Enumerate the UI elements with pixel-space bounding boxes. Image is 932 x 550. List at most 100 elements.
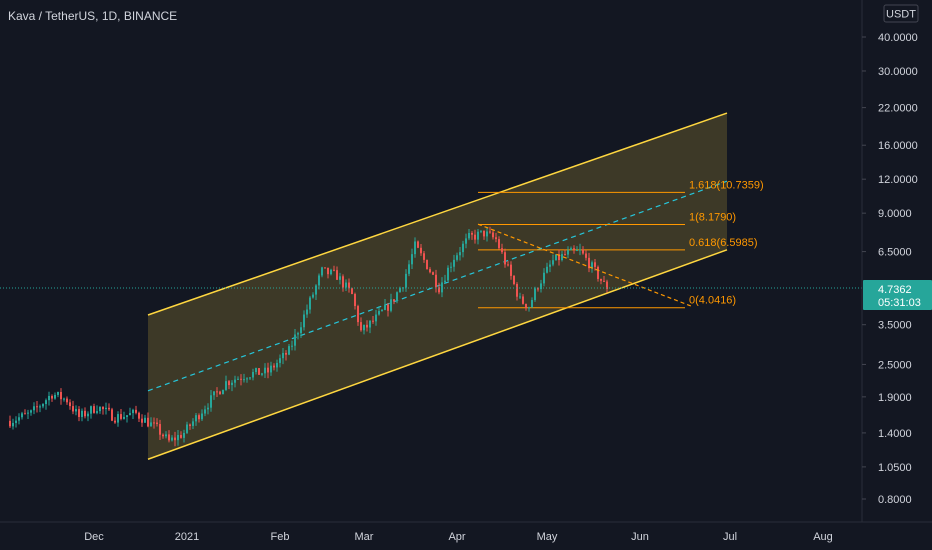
candle-body bbox=[459, 252, 461, 256]
candle-body bbox=[474, 234, 476, 240]
candle-body bbox=[381, 309, 383, 312]
y-tick-label: 2.5000 bbox=[878, 359, 912, 371]
x-tick-label: Mar bbox=[355, 531, 374, 543]
candle-body bbox=[15, 420, 17, 423]
candle-body bbox=[468, 232, 470, 239]
y-tick-label: 6.5000 bbox=[878, 247, 912, 259]
candle-body bbox=[507, 264, 509, 266]
candle-body bbox=[126, 415, 128, 417]
candle-body bbox=[531, 300, 533, 308]
candle-body bbox=[399, 287, 401, 293]
candle-body bbox=[546, 266, 548, 273]
candle-body bbox=[564, 254, 566, 256]
candle-body bbox=[273, 365, 275, 368]
candle-body bbox=[540, 283, 542, 290]
candle-body bbox=[123, 416, 125, 419]
candle-body bbox=[225, 381, 227, 390]
candle-body bbox=[309, 297, 311, 310]
x-tick-label: 2021 bbox=[175, 531, 199, 543]
candle-body bbox=[120, 414, 122, 419]
candle-body bbox=[552, 260, 554, 265]
candle-body bbox=[165, 434, 167, 437]
candle-body bbox=[456, 255, 458, 260]
candle-body bbox=[513, 275, 515, 285]
candle-body bbox=[42, 404, 44, 407]
candle-body bbox=[162, 434, 164, 437]
candle-body bbox=[603, 280, 605, 282]
candle-body bbox=[243, 379, 245, 381]
candle-body bbox=[153, 422, 155, 424]
candle-body bbox=[189, 424, 191, 426]
candle-body bbox=[297, 333, 299, 335]
y-tick-label: 22.0000 bbox=[878, 103, 918, 115]
candle-body bbox=[306, 309, 308, 315]
candle-body bbox=[528, 307, 530, 309]
x-tick-label: Dec bbox=[84, 531, 104, 543]
candle-body bbox=[84, 410, 86, 417]
candle-body bbox=[432, 272, 434, 275]
candle-body bbox=[384, 304, 386, 310]
candle-body bbox=[171, 437, 173, 441]
candle-body bbox=[324, 267, 326, 269]
candle-body bbox=[375, 314, 377, 322]
candle-body bbox=[342, 276, 344, 288]
candle-body bbox=[144, 417, 146, 423]
candle-body bbox=[558, 254, 560, 261]
candle-body bbox=[462, 243, 464, 253]
y-tick-label: 1.4000 bbox=[878, 428, 912, 440]
candle-body bbox=[48, 395, 50, 401]
candle-body bbox=[444, 280, 446, 283]
time-axis[interactable]: Dec 2021 Feb Mar Apr May Jun Jul Aug bbox=[84, 531, 833, 543]
candle-body bbox=[525, 303, 527, 308]
candle-body bbox=[570, 248, 572, 251]
candle-body bbox=[33, 406, 35, 411]
candle-body bbox=[150, 422, 152, 427]
y-tick-label: 9.0000 bbox=[878, 208, 912, 220]
candle-body bbox=[105, 407, 107, 410]
candle-body bbox=[174, 437, 176, 441]
candle-body bbox=[366, 324, 368, 328]
candle-body bbox=[372, 320, 374, 322]
candle-body bbox=[492, 232, 494, 238]
candle-body bbox=[282, 352, 284, 359]
candle-body bbox=[168, 434, 170, 441]
candle-body bbox=[411, 254, 413, 265]
candle-body bbox=[78, 409, 80, 417]
candle-body bbox=[567, 250, 569, 255]
candle-body bbox=[555, 254, 557, 261]
candle-body bbox=[180, 435, 182, 438]
candle-body bbox=[108, 407, 110, 410]
descending-trendline bbox=[477, 223, 692, 307]
candle-body bbox=[81, 410, 83, 417]
candle-body bbox=[597, 266, 599, 279]
candle-body bbox=[300, 327, 302, 334]
candle-body bbox=[285, 352, 287, 355]
candle-body bbox=[216, 391, 218, 393]
candle-body bbox=[417, 241, 419, 248]
candle-body bbox=[363, 324, 365, 331]
candle-body bbox=[111, 409, 113, 421]
candle-body bbox=[480, 230, 482, 232]
price-axis[interactable]: 40.0000 30.0000 22.0000 16.0000 12.0000 9.000… bbox=[862, 32, 918, 506]
candle-body bbox=[231, 382, 233, 386]
candle-body bbox=[210, 395, 212, 408]
x-tick-label: May bbox=[537, 531, 558, 543]
candle-body bbox=[264, 367, 266, 374]
candle-body bbox=[27, 412, 29, 414]
candle-body bbox=[315, 285, 317, 295]
y-tick-label: 16.0000 bbox=[878, 140, 918, 152]
y-tick-label: 12.0000 bbox=[878, 174, 918, 186]
currency-button[interactable]: USDT bbox=[883, 4, 919, 23]
candle-body bbox=[183, 432, 185, 438]
candle-body bbox=[522, 296, 524, 304]
candle-body bbox=[255, 368, 257, 373]
candle-body bbox=[114, 420, 116, 423]
candle-body bbox=[450, 266, 452, 268]
candle-body bbox=[465, 238, 467, 244]
candle-body bbox=[63, 398, 65, 400]
candle-body bbox=[147, 417, 149, 427]
candle-body bbox=[156, 422, 158, 425]
candle-body bbox=[279, 358, 281, 363]
